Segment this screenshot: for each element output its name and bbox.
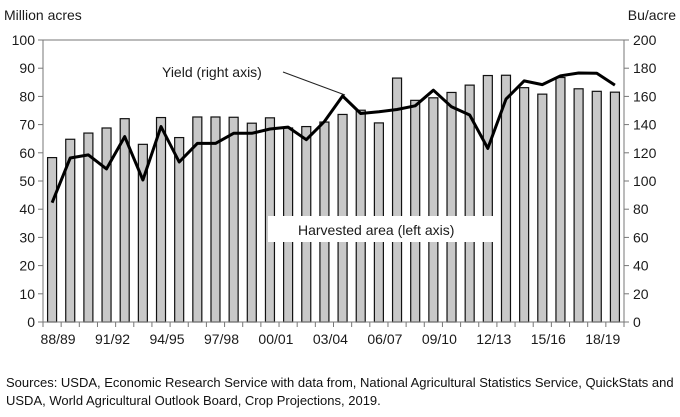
bar-09/10: [428, 97, 439, 323]
right-tick-label: 180: [633, 60, 657, 76]
right-tick-label: 40: [633, 258, 649, 274]
left-tick-label: 20: [19, 258, 35, 274]
right-tick-label: 60: [633, 229, 649, 245]
bar-91/92: [101, 127, 112, 323]
left-tick-label: 80: [19, 88, 35, 104]
yield-line: [50, 71, 616, 204]
bar-12/13: [482, 74, 493, 323]
x-tick-label: 91/92: [95, 331, 130, 347]
x-tick-label: 94/95: [149, 331, 184, 347]
bar-16/17: [555, 76, 566, 323]
right-tick-label: 200: [633, 32, 657, 48]
bar-07/08: [391, 77, 403, 323]
bar-97/98: [210, 116, 221, 323]
bar-18/19: [591, 90, 602, 323]
left-tick-label: 0: [27, 314, 35, 330]
x-tick-label: 88/89: [41, 331, 76, 347]
right-tick-label: 80: [633, 201, 649, 217]
left-tick-label: 40: [19, 201, 35, 217]
bar-98/99: [228, 116, 239, 323]
right-tick-label: 120: [633, 145, 657, 161]
bar-99/00: [246, 122, 257, 323]
right-tick-label: 20: [633, 286, 649, 302]
harvested-area-label: Harvested area (left axis): [298, 222, 454, 238]
right-tick-label: 160: [633, 88, 657, 104]
x-tick-label: 97/98: [204, 331, 239, 347]
right-tick-label: 100: [633, 173, 657, 189]
yield-leader-line: [282, 71, 346, 96]
x-tick-label: 06/07: [367, 331, 402, 347]
bar-95/96: [174, 136, 185, 323]
x-tick-label: 15/16: [531, 331, 566, 347]
bar-19/20: [609, 91, 621, 323]
yield-label: Yield (right axis): [162, 64, 262, 80]
bar-17/18: [573, 88, 584, 323]
bar-10/11: [446, 91, 457, 323]
x-tick-label: 00/01: [258, 331, 293, 347]
bar-15/16: [537, 93, 548, 323]
x-tick-label: 03/04: [313, 331, 348, 347]
x-tick-label: 18/19: [585, 331, 620, 347]
source-note: Sources: USDA, Economic Research Service…: [6, 375, 674, 408]
left-tick-label: 30: [19, 229, 35, 245]
left-tick-label: 100: [12, 32, 36, 48]
bar-90/91: [83, 132, 94, 323]
x-tick-label: 09/10: [422, 331, 457, 347]
right-axis-label: Bu/acre: [628, 7, 676, 23]
bar-88/89: [46, 156, 58, 323]
left-tick-label: 60: [19, 145, 35, 161]
chart-svg: Million acres Bu/acre Harvested area (le…: [4, 7, 676, 347]
left-tick-label: 90: [19, 60, 35, 76]
left-tick-label: 50: [19, 173, 35, 189]
left-tick-label: 10: [19, 286, 35, 302]
bar-08/09: [410, 99, 421, 323]
bar-13/14: [500, 74, 512, 323]
left-tick-label: 70: [19, 117, 35, 133]
bar-92/93: [119, 118, 130, 323]
bar-94/95: [155, 116, 167, 323]
right-tick-label: 140: [633, 117, 657, 133]
x-tick-label: 12/13: [476, 331, 511, 347]
bar-14/15: [519, 87, 530, 323]
right-tick-label: 0: [633, 314, 641, 330]
left-axis-label: Million acres: [4, 7, 82, 23]
harvested-label-box: [268, 216, 500, 242]
